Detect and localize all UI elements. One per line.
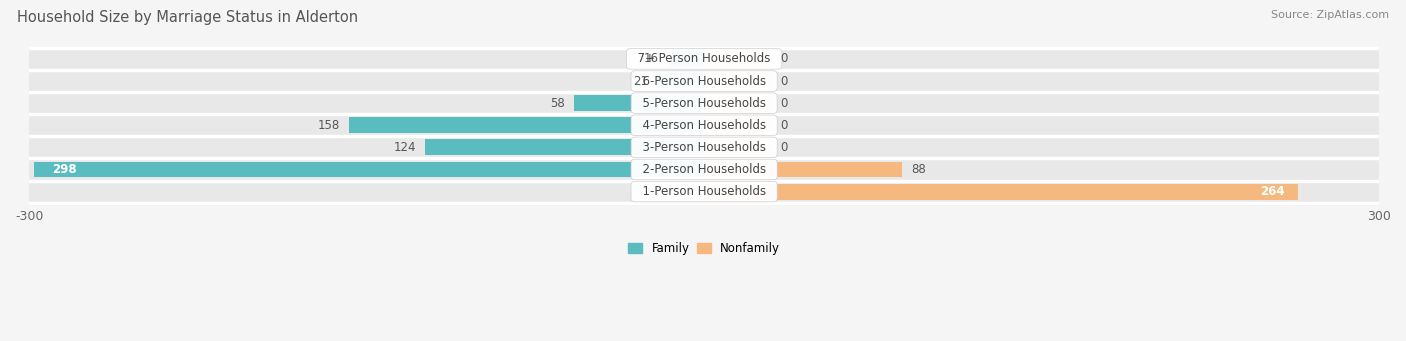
Text: Household Size by Marriage Status in Alderton: Household Size by Marriage Status in Ald… <box>17 10 359 25</box>
Text: 5-Person Households: 5-Person Households <box>636 97 773 110</box>
Bar <box>704 73 772 89</box>
Bar <box>704 183 1298 199</box>
Text: 0: 0 <box>780 53 787 65</box>
Bar <box>30 70 1379 92</box>
Bar <box>704 162 903 177</box>
Text: 2-Person Households: 2-Person Households <box>636 163 773 176</box>
Legend: Family, Nonfamily: Family, Nonfamily <box>623 237 785 260</box>
Bar <box>349 117 704 133</box>
Bar <box>30 71 1379 91</box>
Bar <box>574 95 704 111</box>
Text: 124: 124 <box>394 141 416 154</box>
Bar <box>704 139 772 155</box>
Bar <box>30 136 1379 159</box>
Text: 264: 264 <box>1260 185 1285 198</box>
Text: 0: 0 <box>780 119 787 132</box>
Bar <box>425 139 704 155</box>
Text: 7+ Person Households: 7+ Person Households <box>630 53 778 65</box>
Text: 158: 158 <box>318 119 340 132</box>
Bar <box>30 93 1379 114</box>
Bar <box>30 159 1379 180</box>
Text: 88: 88 <box>911 163 927 176</box>
Bar <box>30 114 1379 136</box>
Bar <box>30 137 1379 158</box>
Bar <box>30 180 1379 203</box>
Bar <box>30 48 1379 70</box>
Text: 58: 58 <box>550 97 565 110</box>
Text: 298: 298 <box>52 163 76 176</box>
Bar <box>30 48 1379 70</box>
Text: 4-Person Households: 4-Person Households <box>636 119 773 132</box>
Text: 6-Person Households: 6-Person Households <box>636 75 773 88</box>
Bar <box>704 95 772 111</box>
Bar <box>30 115 1379 136</box>
Text: 21: 21 <box>633 75 648 88</box>
Text: 16: 16 <box>644 53 659 65</box>
Bar <box>704 117 772 133</box>
Text: 0: 0 <box>780 75 787 88</box>
Bar <box>30 159 1379 180</box>
Text: Source: ZipAtlas.com: Source: ZipAtlas.com <box>1271 10 1389 20</box>
Bar <box>34 162 704 177</box>
Bar <box>668 51 704 67</box>
Bar <box>704 51 772 67</box>
Text: 3-Person Households: 3-Person Households <box>636 141 773 154</box>
Text: 0: 0 <box>780 97 787 110</box>
Text: 1-Person Households: 1-Person Households <box>636 185 773 198</box>
Text: 0: 0 <box>780 141 787 154</box>
Bar <box>657 73 704 89</box>
Bar <box>30 92 1379 114</box>
Bar <box>30 181 1379 202</box>
